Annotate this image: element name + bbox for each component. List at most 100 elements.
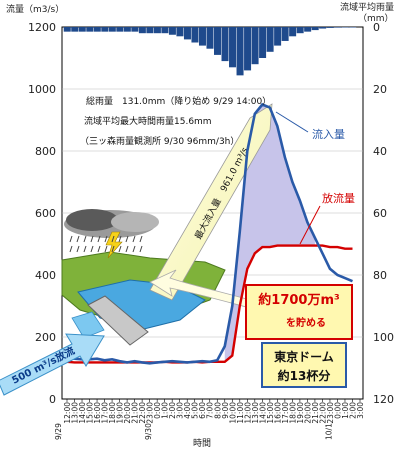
rain-bar [274, 27, 282, 46]
rain-bar [349, 27, 357, 28]
left-tick-label: 0 [49, 393, 56, 406]
right-axis-ticks: 0 20 40 60 80 100 120 [373, 21, 394, 406]
x-tick-label: 23:00 [146, 402, 155, 424]
right-axis-title-line2: （mm） [358, 13, 394, 24]
rain-bar [311, 27, 319, 31]
lightning-icon [105, 231, 123, 259]
x-tick-label: 8:00 [213, 402, 222, 419]
rain-bar [244, 27, 252, 71]
rain-bar [198, 27, 206, 46]
x-tick-label: 2:00 [168, 402, 177, 419]
raindrop [118, 235, 122, 243]
raindrop [76, 235, 80, 243]
raindrop [125, 245, 129, 253]
storm-cloud-light [111, 212, 159, 232]
x-tick-label: 15:00 [86, 402, 95, 424]
rain-bar [236, 27, 244, 76]
station-note: （三ッ森雨量観測所 9/30 96mm/3h） [80, 135, 239, 147]
dome-line1: 東京ドーム [274, 349, 334, 364]
storage-arrow [149, 269, 251, 309]
right-tick-label: 80 [373, 269, 387, 282]
rain-bar [93, 27, 101, 32]
x-axis-ticks: 12:0013:0014:0015:0016:0017:0018:0019:00… [54, 402, 365, 440]
rain-bar [108, 27, 116, 32]
x-tick-label: 13:00 [251, 402, 260, 424]
left-axis-title: 流量（m3/s） [6, 3, 64, 15]
x-tick-label: 21:00 [131, 402, 140, 424]
left-tick-label: 800 [35, 145, 56, 158]
rain-bar [214, 27, 222, 55]
rain-bar [168, 27, 176, 35]
rain-bar [191, 27, 199, 43]
storage-line2: を貯める [286, 316, 326, 329]
x-tick-label: 4:00 [183, 402, 192, 419]
raindrop [111, 245, 115, 253]
total-rain-note: 総雨量 131.0mm（降り始め 9/29 14:00） [86, 95, 271, 107]
right-tick-label: 120 [373, 393, 394, 406]
rain-bar [259, 27, 267, 58]
rain-bar [206, 27, 214, 49]
x-tick-label: 15:00 [266, 402, 275, 424]
rain-bar [78, 27, 86, 32]
raindrop [111, 235, 115, 243]
x-tick-label: 7:00 [206, 402, 215, 419]
x-date-label: 10/1 [324, 423, 333, 440]
left-tick-label: 600 [35, 207, 56, 220]
rain-bar [251, 27, 259, 65]
raindrop [118, 245, 122, 253]
rain-bar [116, 27, 124, 32]
rain-bar [176, 27, 184, 37]
rain-bar [229, 27, 237, 68]
raindrop [69, 235, 73, 243]
raindrop [104, 245, 108, 253]
x-tick-label: 22:00 [138, 402, 147, 424]
inflow-label: 流入量 [312, 127, 345, 141]
x-tick-label: 0:00 [333, 402, 342, 419]
right-axis-title-line1: 流域平均雨量 [340, 1, 394, 13]
rain-bar [161, 27, 169, 34]
left-tick-label: 200 [35, 331, 56, 344]
rain-bar [71, 27, 79, 32]
raindrop [83, 235, 87, 243]
x-tick-label: 17:00 [281, 402, 290, 424]
x-date-label: 9/30 [144, 423, 153, 440]
right-tick-label: 40 [373, 145, 387, 158]
raindrop [104, 235, 108, 243]
rain-bar [86, 27, 94, 32]
left-tick-label: 400 [35, 269, 56, 282]
x-tick-label: 0:00 [153, 402, 162, 419]
right-tick-label: 0 [373, 21, 380, 34]
storm-cloud-dark [66, 209, 118, 231]
max-inflow-arrow [149, 103, 273, 301]
rain-bar [183, 27, 191, 40]
rain-bar [123, 27, 131, 32]
x-tick-label: 19:00 [296, 402, 305, 424]
rain-bar [296, 27, 304, 34]
x-tick-label: 3:00 [176, 402, 185, 419]
x-tick-label: 13:00 [71, 402, 80, 424]
raindrop [90, 245, 94, 253]
x-tick-label: 11:00 [236, 402, 245, 424]
rain-bar [63, 27, 71, 32]
x-tick-label: 14:00 [258, 402, 267, 424]
rain-bar [341, 27, 349, 28]
raindrop [83, 245, 87, 253]
x-tick-label: 1:00 [161, 402, 170, 419]
rain-bar [101, 27, 109, 32]
x-tick-label: 18:00 [288, 402, 297, 424]
rain-bar [138, 27, 146, 34]
rain-bar [326, 27, 334, 28]
rain-bar [304, 27, 312, 32]
dam-wall [87, 295, 149, 346]
x-tick-label: 20:00 [303, 402, 312, 424]
x-tick-label: 12:00 [63, 402, 72, 424]
x-tick-label: 9:00 [221, 402, 230, 419]
raindrop [132, 235, 136, 243]
x-tick-label: 22:00 [318, 402, 327, 424]
rain-bar [334, 27, 342, 28]
x-tick-label: 14:00 [78, 402, 87, 424]
inflow-label-leader [275, 111, 309, 133]
rain-bar [289, 27, 297, 37]
x-tick-label: 3:00 [356, 402, 365, 419]
